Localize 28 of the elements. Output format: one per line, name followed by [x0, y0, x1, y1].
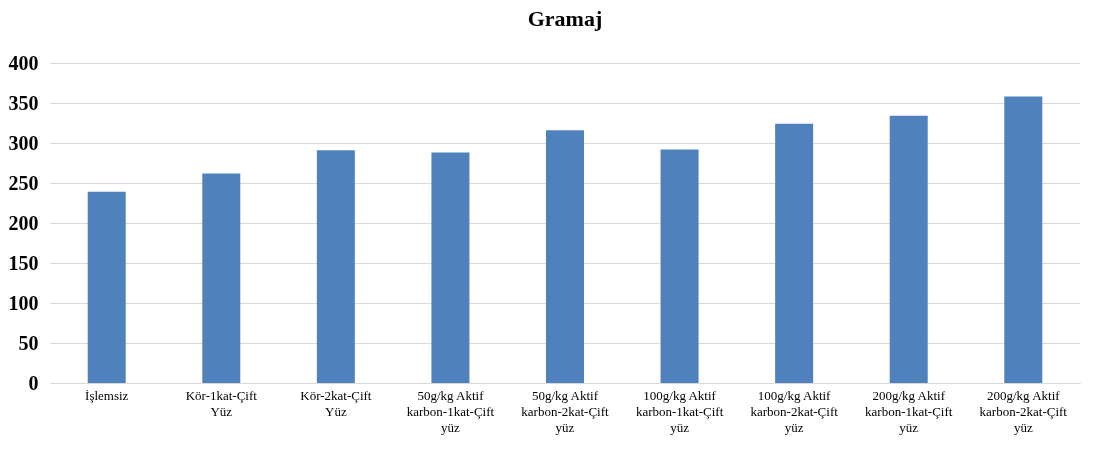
x-tick-label: Kör-1kat-Çift Yüz: [185, 387, 258, 419]
x-tick-label: 50g/kg Aktif karbon-1kat-Çift yüz: [406, 387, 495, 435]
y-tick-label: 400: [8, 51, 39, 74]
x-tick-label: Kör-2kat-Çift Yüz: [300, 387, 372, 419]
chart-title: Gramaj: [527, 6, 603, 31]
y-tick-label: 50: [18, 331, 39, 354]
bar: [202, 173, 241, 383]
x-tick-label: 200g/kg Aktif karbon-1kat-Çift yüz: [865, 387, 953, 435]
y-tick-label: 350: [8, 91, 39, 114]
y-tick-label: 0: [28, 371, 39, 394]
x-tick-label: 100g/kg Aktif karbon-1kat-Çift yüz: [635, 387, 724, 435]
x-tick-label: 200g/kg Aktif karbon-2kat-Çift yüz: [979, 387, 1068, 435]
y-tick-label: 150: [8, 251, 39, 274]
bar: [660, 149, 699, 383]
x-tick-label: İşlemsiz: [85, 387, 129, 403]
bar: [431, 152, 470, 383]
y-tick-label: 200: [8, 211, 39, 234]
y-tick-label: 300: [8, 131, 39, 154]
bar: [546, 130, 584, 383]
y-tick-label: 250: [8, 171, 39, 194]
x-tick-label: 50g/kg Aktif karbon-2kat-Çift yüz: [521, 387, 610, 435]
bar: [1004, 96, 1043, 383]
bar: [775, 123, 814, 383]
bar: [87, 191, 126, 383]
bar: [316, 150, 355, 383]
bar: [889, 115, 928, 383]
y-tick-label: 100: [8, 291, 39, 314]
x-tick-label: 100g/kg Aktif karbon-2kat-Çift yüz: [750, 387, 839, 435]
